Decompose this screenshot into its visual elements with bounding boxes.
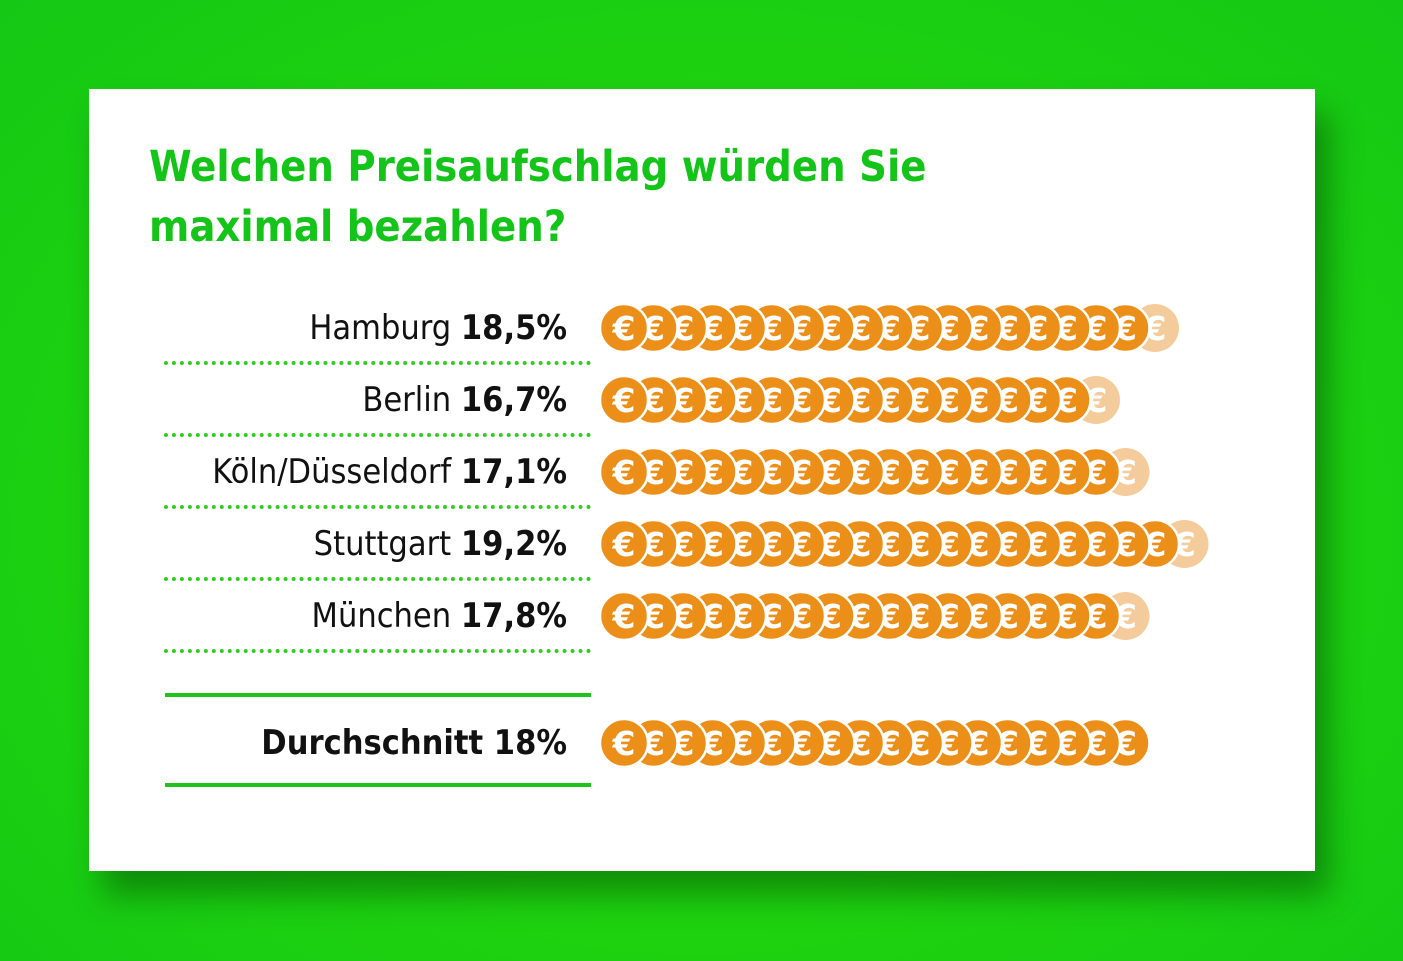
- value-label: 18,5%: [460, 308, 567, 348]
- euro-coin-icon: €: [598, 518, 650, 570]
- row-label: München 17,8%: [312, 596, 567, 636]
- coin-bar: € € € € € € € € € € € € € € € € € € € €: [598, 514, 1299, 574]
- row-label: Köln/Düsseldorf 17,1%: [212, 452, 567, 492]
- row-separator: [164, 361, 591, 365]
- coin-stack: €€€€€€€€€€€€€€€€€€€€: [598, 518, 1209, 570]
- row-label: Berlin 16,7%: [362, 380, 567, 420]
- row-separator: [164, 577, 591, 581]
- coin-bar: € € € € € € € € € € € € € € € € € €: [598, 586, 1299, 646]
- row-average: Durchschnitt 18% € € € € € € € € € € € € € € € € € €: [89, 713, 1315, 773]
- row-hamburg: Hamburg 18,5% € € € € € € € € € € € € € € € € € € €: [89, 298, 1315, 358]
- coin-bar: € € € € € € € € € € € € € € € € € €: [598, 442, 1299, 502]
- coin-stack: €€€€€€€€€€€€€€€€€€: [598, 717, 1151, 769]
- title-line-2: maximal bezahlen?: [149, 202, 567, 252]
- euro-symbol: €: [612, 309, 636, 348]
- chart-title: Welchen Preisaufschlag würden Sie maxima…: [149, 137, 926, 257]
- city-name: Hamburg: [309, 308, 452, 348]
- euro-coin-icon: €: [598, 302, 650, 354]
- euro-symbol: €: [612, 724, 636, 763]
- euro-symbol: €: [612, 453, 636, 492]
- average-value-label: 18%: [493, 723, 567, 763]
- row-separator: [164, 649, 591, 653]
- coin-bar: € € € € € € € € € € € € € € € € € € €: [598, 298, 1299, 358]
- coin-stack: €€€€€€€€€€€€€€€€€€€: [598, 302, 1179, 354]
- row-koeln-duesseldorf: Köln/Düsseldorf 17,1% € € € € € € € € € € € € € € € € € €: [89, 442, 1315, 502]
- row-label: Hamburg 18,5%: [309, 308, 567, 348]
- row-berlin: Berlin 16,7% € € € € € € € € € € € € € € € € €: [89, 370, 1315, 430]
- euro-coin-icon: €: [598, 590, 650, 642]
- city-name: Stuttgart: [313, 524, 452, 564]
- coin-stack: €€€€€€€€€€€€€€€€€€: [598, 446, 1150, 498]
- row-label: Stuttgart 19,2%: [314, 524, 567, 564]
- city-name: Berlin: [362, 380, 452, 420]
- average-rule-top: [165, 693, 591, 697]
- value-label: 17,8%: [460, 596, 567, 636]
- coin-stack: €€€€€€€€€€€€€€€€€€: [598, 590, 1150, 642]
- euro-symbol: €: [612, 381, 636, 420]
- row-muenchen: München 17,8% € € € € € € € € € € € € € € € € € €: [89, 586, 1315, 646]
- euro-coin-icon: €: [598, 446, 650, 498]
- chart-card: Welchen Preisaufschlag würden Sie maxima…: [89, 89, 1315, 871]
- value-label: 19,2%: [460, 524, 567, 564]
- coin-stack: €€€€€€€€€€€€€€€€€: [598, 374, 1120, 426]
- euro-symbol: €: [612, 525, 636, 564]
- average-label: Durchschnitt 18%: [261, 723, 567, 763]
- value-label: 17,1%: [460, 452, 567, 492]
- row-separator: [164, 433, 591, 437]
- coin-bar: € € € € € € € € € € € € € € € € €: [598, 370, 1299, 430]
- euro-coin-icon: €: [598, 717, 650, 769]
- row-separator: [164, 505, 591, 509]
- coin-bar: € € € € € € € € € € € € € € € € € €: [598, 713, 1299, 773]
- city-name: Köln/Düsseldorf: [212, 452, 452, 492]
- value-label: 16,7%: [460, 380, 567, 420]
- row-stuttgart: Stuttgart 19,2% € € € € € € € € € € € € € € € € € € € €: [89, 514, 1315, 574]
- euro-symbol: €: [612, 597, 636, 636]
- euro-coin-icon: €: [598, 374, 650, 426]
- title-line-1: Welchen Preisaufschlag würden Sie: [149, 142, 927, 192]
- average-name: Durchschnitt: [261, 723, 484, 763]
- city-name: München: [311, 596, 452, 636]
- average-rule-bottom: [165, 783, 591, 787]
